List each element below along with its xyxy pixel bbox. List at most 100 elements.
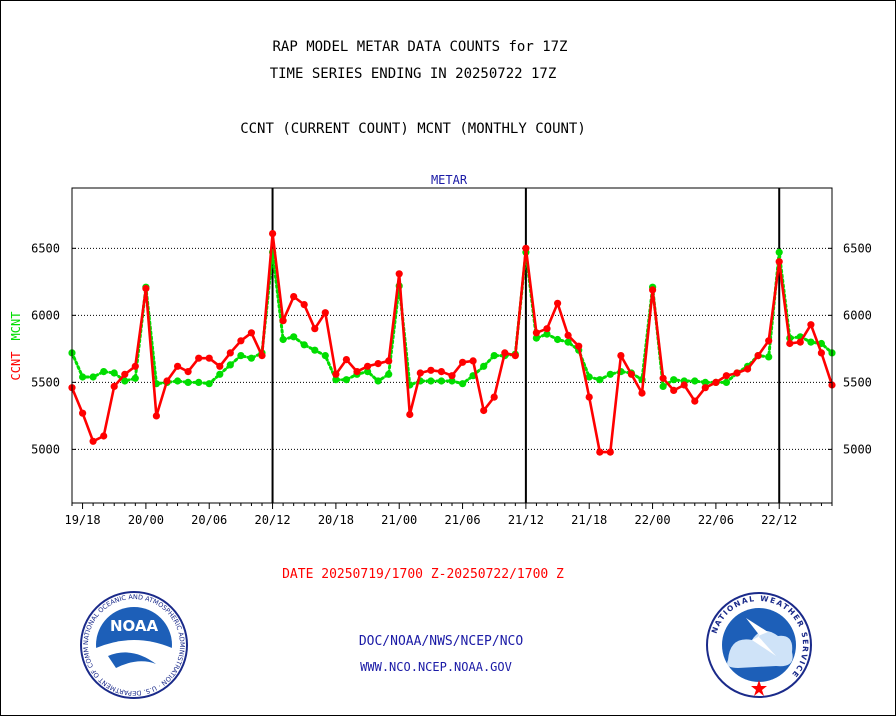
x-tick-label: 21/06 — [444, 513, 480, 527]
data-point-mcnt — [364, 368, 372, 376]
data-series — [68, 230, 836, 456]
data-point-ccnt — [142, 284, 150, 293]
x-tick-labels: 19/18 20/00 20/06 20/12 20/18 21/00 21/06 21/12… — [64, 503, 833, 527]
website-label: WWW.NCO.NCEP.NOAA.GOV — [360, 660, 512, 674]
plot-title: METAR — [431, 173, 468, 187]
data-point-ccnt — [110, 382, 118, 390]
x-tick-label: 21/00 — [381, 513, 417, 527]
data-point-ccnt — [374, 360, 382, 368]
plot-area-border — [71, 187, 833, 504]
data-point-mcnt — [290, 333, 298, 341]
nws-logo: NATIONAL WEATHER SERVICE — [706, 592, 812, 698]
data-point-ccnt — [353, 368, 361, 376]
chart-title-line1: RAP MODEL METAR DATA COUNTS for 17Z — [272, 39, 567, 55]
data-point-mcnt — [100, 368, 108, 376]
y-axis-label-ccnt: CCNT — [9, 352, 23, 381]
data-point-mcnt — [670, 376, 678, 384]
data-point-ccnt — [342, 356, 350, 364]
data-point-ccnt — [543, 325, 551, 333]
data-point-ccnt — [754, 352, 762, 360]
data-point-mcnt — [775, 248, 783, 256]
data-point-ccnt — [722, 372, 731, 380]
data-point-mcnt — [247, 354, 255, 362]
data-point-mcnt — [554, 335, 562, 344]
data-point-ccnt — [511, 352, 519, 360]
data-point-ccnt — [575, 342, 583, 350]
data-point-mcnt — [585, 373, 593, 381]
data-point-ccnt — [79, 409, 87, 417]
data-point-mcnt — [174, 377, 182, 385]
data-point-ccnt — [522, 244, 530, 252]
data-point-mcnt — [184, 378, 192, 386]
day-separator-lines — [271, 188, 781, 503]
data-point-mcnt — [195, 378, 203, 386]
data-point-mcnt — [205, 380, 213, 388]
data-point-mcnt — [279, 335, 287, 344]
data-point-ccnt — [321, 309, 329, 317]
data-point-mcnt — [606, 370, 614, 378]
x-tick-label: 21/12 — [508, 513, 544, 527]
data-point-ccnt — [121, 370, 129, 378]
data-point-ccnt — [606, 448, 614, 456]
data-point-mcnt — [121, 377, 129, 385]
data-point-ccnt — [385, 357, 393, 365]
data-point-mcnt — [722, 378, 731, 386]
data-point-ccnt — [469, 357, 477, 365]
data-point-ccnt — [585, 393, 593, 401]
data-point-ccnt — [501, 349, 509, 357]
data-point-ccnt — [332, 370, 340, 378]
x-tick-label: 21/18 — [571, 513, 607, 527]
data-point-ccnt — [131, 362, 139, 370]
data-point-mcnt — [131, 374, 139, 382]
data-point-mcnt — [79, 373, 87, 381]
data-point-ccnt — [311, 325, 319, 333]
x-tick-label: 22/12 — [761, 513, 797, 527]
x-tick-label: 20/00 — [128, 513, 164, 527]
data-point-mcnt — [532, 334, 541, 342]
data-point-ccnt — [279, 317, 287, 325]
data-point-ccnt — [765, 337, 773, 345]
data-point-ccnt — [733, 369, 741, 377]
data-point-ccnt — [701, 384, 709, 392]
org-label: DOC/NOAA/NWS/NCEP/NCO — [359, 634, 524, 649]
data-point-mcnt — [427, 377, 435, 385]
data-point-mcnt — [300, 341, 308, 349]
data-point-ccnt — [564, 331, 572, 339]
data-point-ccnt — [490, 393, 498, 401]
data-point-ccnt — [448, 372, 456, 380]
data-point-ccnt — [712, 378, 720, 386]
data-point-ccnt — [817, 349, 826, 357]
data-point-ccnt — [691, 397, 699, 405]
data-point-mcnt — [216, 370, 224, 378]
data-point-ccnt — [174, 362, 182, 370]
data-point-ccnt — [247, 329, 255, 337]
chart-subtitle: CCNT (CURRENT COUNT) MCNT (MONTHLY COUNT… — [240, 121, 586, 137]
x-tick-label: 22/00 — [634, 513, 670, 527]
x-tick-label: 20/12 — [254, 513, 290, 527]
series-line-mcnt — [70, 250, 834, 388]
data-point-ccnt — [532, 329, 541, 337]
data-point-mcnt — [543, 330, 551, 338]
data-point-mcnt — [342, 376, 350, 384]
data-point-mcnt — [374, 377, 382, 385]
data-point-ccnt — [786, 339, 794, 348]
data-point-ccnt — [258, 352, 266, 360]
data-point-ccnt — [364, 362, 372, 370]
y-axis-label-mcnt: MCNT — [9, 312, 23, 341]
noaa-logo: NOAA NATIONAL OCEANIC AND ATMOSPHERIC AD… — [0, 0, 188, 699]
data-point-ccnt — [205, 354, 213, 362]
date-range-label: DATE 20250719/1700 Z-20250722/1700 Z — [282, 567, 564, 582]
data-point-ccnt — [184, 368, 192, 376]
data-point-mcnt — [490, 352, 498, 360]
data-point-ccnt — [796, 338, 804, 346]
data-point-mcnt — [691, 377, 699, 385]
y-tick-label-left: 6000 — [31, 308, 60, 322]
y-tick-label-left: 5500 — [31, 375, 60, 389]
data-point-mcnt — [659, 382, 667, 390]
y-tick-labels: 5000 5000 5500 5500 6000 6000 6500 6500 — [31, 241, 872, 456]
data-point-ccnt — [459, 358, 467, 366]
data-point-ccnt — [649, 286, 657, 294]
data-point-ccnt — [807, 321, 815, 329]
data-point-mcnt — [321, 352, 329, 360]
data-point-ccnt — [163, 377, 171, 385]
